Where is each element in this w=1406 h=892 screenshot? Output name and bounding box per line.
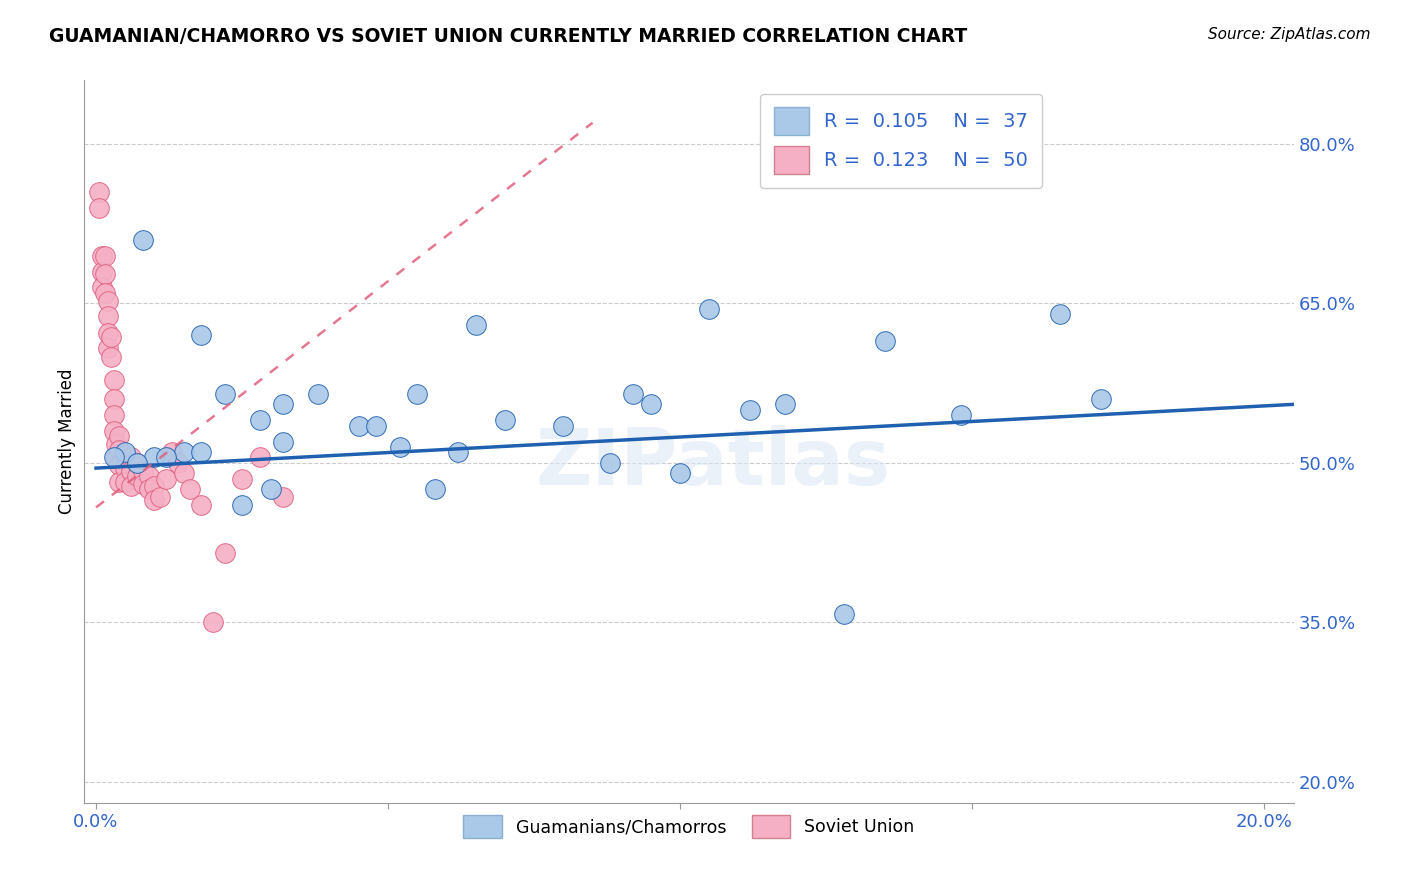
Point	[464, 318, 486, 332]
Point	[105, 436, 128, 450]
Point	[166, 456, 188, 470]
Point	[494, 413, 516, 427]
Point	[640, 397, 662, 411]
Point	[103, 373, 125, 387]
Point	[114, 448, 136, 462]
Point	[190, 445, 212, 459]
Point	[94, 267, 117, 281]
Point	[143, 493, 166, 508]
Point	[94, 285, 117, 300]
Point	[125, 456, 148, 470]
Point	[347, 418, 370, 433]
Point	[553, 418, 575, 433]
Point	[873, 334, 896, 348]
Point	[114, 461, 136, 475]
Point	[669, 467, 692, 481]
Point	[740, 402, 762, 417]
Point	[143, 450, 166, 465]
Point	[125, 468, 148, 483]
Point	[108, 475, 131, 489]
Point	[1049, 307, 1071, 321]
Point	[307, 386, 329, 401]
Point	[132, 477, 155, 491]
Legend: Guamanians/Chamorros, Soviet Union: Guamanians/Chamorros, Soviet Union	[457, 808, 921, 845]
Point	[97, 309, 120, 323]
Point	[155, 472, 177, 486]
Point	[90, 280, 112, 294]
Point	[97, 341, 120, 355]
Point	[100, 350, 122, 364]
Point	[108, 429, 131, 443]
Point	[699, 301, 721, 316]
Point	[949, 408, 972, 422]
Point	[832, 607, 855, 621]
Point	[271, 397, 294, 411]
Point	[231, 472, 253, 486]
Point	[366, 418, 388, 433]
Point	[231, 498, 253, 512]
Point	[108, 443, 131, 458]
Text: ZIPatlas: ZIPatlas	[536, 425, 890, 501]
Point	[90, 249, 112, 263]
Point	[94, 249, 117, 263]
Point	[173, 445, 195, 459]
Point	[120, 450, 142, 465]
Point	[132, 464, 155, 478]
Point	[173, 467, 195, 481]
Point	[271, 490, 294, 504]
Point	[114, 445, 136, 459]
Point	[132, 233, 155, 247]
Point	[190, 328, 212, 343]
Point	[260, 483, 283, 497]
Point	[190, 498, 212, 512]
Point	[97, 294, 120, 309]
Point	[271, 434, 294, 449]
Point	[103, 424, 125, 438]
Point	[160, 445, 183, 459]
Point	[388, 440, 411, 454]
Point	[149, 490, 172, 504]
Point	[87, 185, 110, 199]
Y-axis label: Currently Married: Currently Married	[58, 368, 76, 515]
Point	[406, 386, 429, 401]
Point	[103, 408, 125, 422]
Point	[447, 445, 470, 459]
Point	[87, 201, 110, 215]
Text: GUAMANIAN/CHAMORRO VS SOVIET UNION CURRENTLY MARRIED CORRELATION CHART: GUAMANIAN/CHAMORRO VS SOVIET UNION CURRE…	[49, 27, 967, 45]
Point	[125, 456, 148, 470]
Point	[138, 483, 160, 497]
Point	[138, 468, 160, 483]
Point	[108, 458, 131, 472]
Point	[97, 326, 120, 340]
Point	[623, 386, 645, 401]
Point	[214, 546, 236, 560]
Point	[103, 392, 125, 406]
Point	[105, 450, 128, 465]
Point	[155, 450, 177, 465]
Point	[249, 413, 271, 427]
Point	[143, 479, 166, 493]
Point	[120, 479, 142, 493]
Point	[179, 483, 201, 497]
Point	[100, 330, 122, 344]
Point	[1090, 392, 1112, 406]
Point	[249, 450, 271, 465]
Point	[775, 397, 797, 411]
Point	[599, 456, 621, 470]
Point	[120, 464, 142, 478]
Point	[423, 483, 446, 497]
Point	[103, 450, 125, 465]
Point	[201, 615, 224, 630]
Point	[214, 386, 236, 401]
Point	[90, 264, 112, 278]
Text: Source: ZipAtlas.com: Source: ZipAtlas.com	[1208, 27, 1371, 42]
Point	[114, 475, 136, 489]
